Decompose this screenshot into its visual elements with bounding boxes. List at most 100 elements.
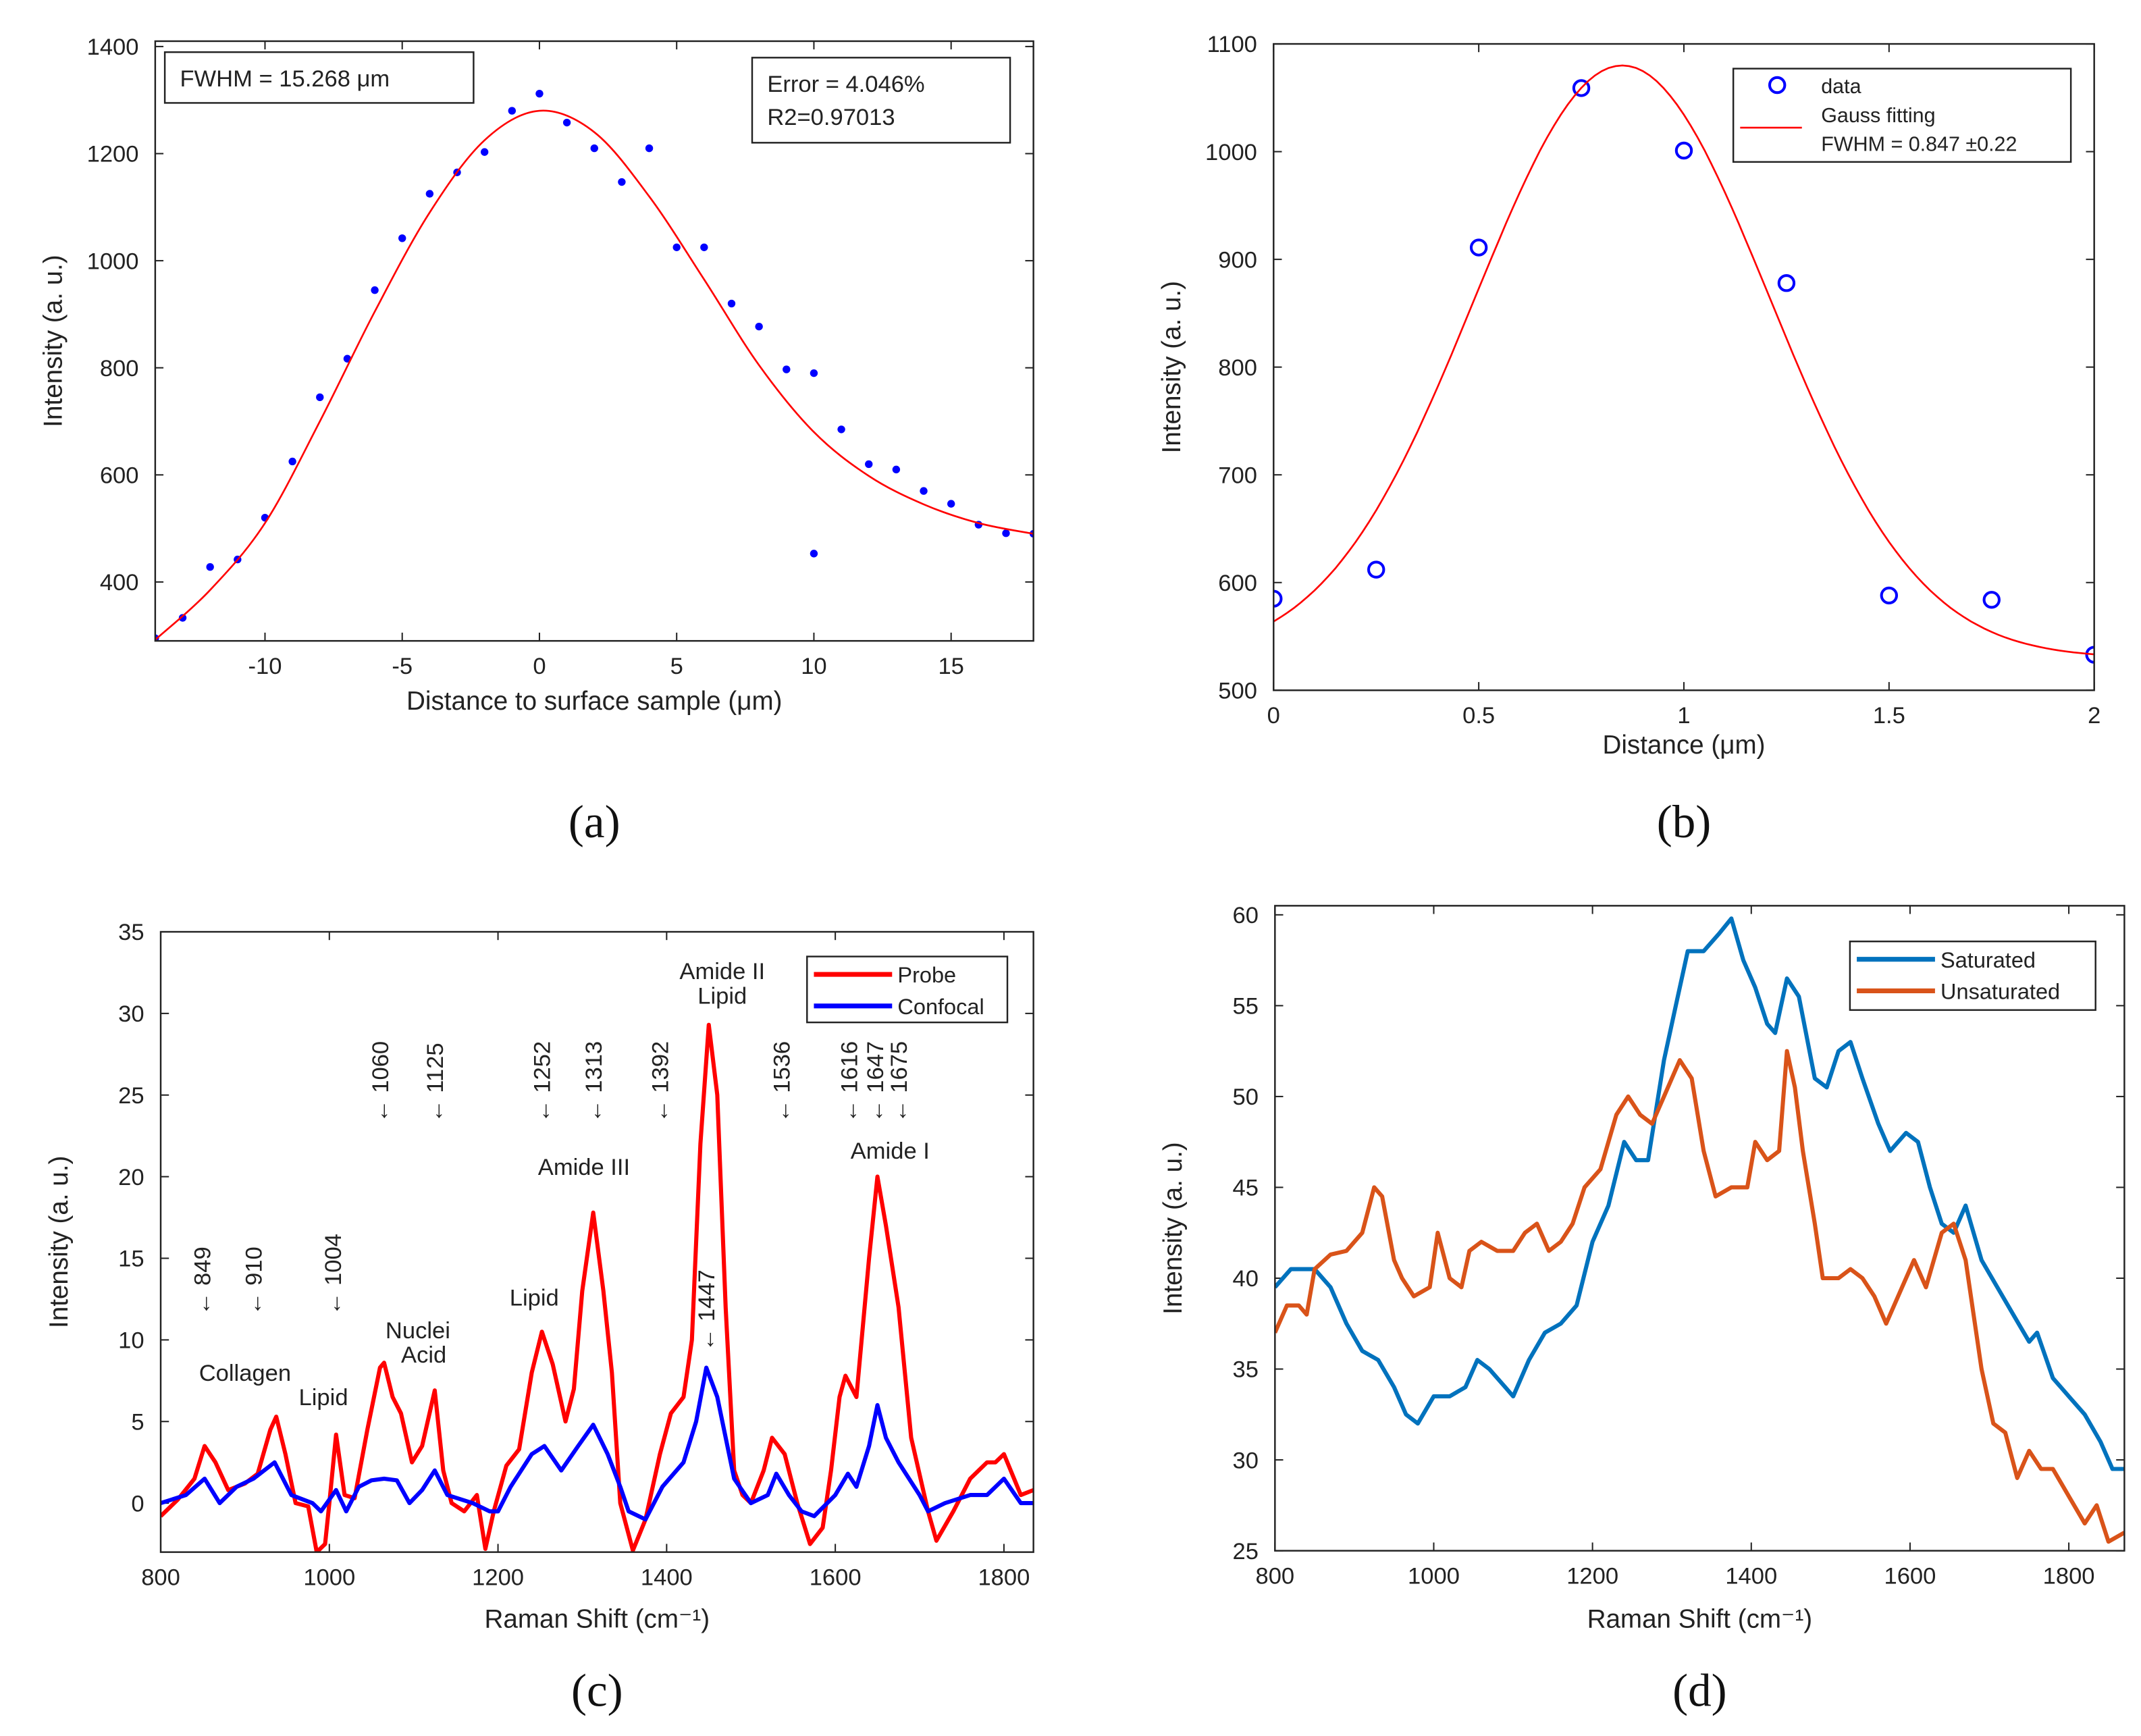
data-point [865, 460, 873, 469]
data-point [1367, 560, 1385, 579]
plot-area [161, 1022, 1034, 1552]
data-point [727, 299, 736, 308]
y-tick-label: 10 [118, 1328, 144, 1354]
band-assignment-label: Nuclei [386, 1318, 450, 1344]
peak-marker-label: ← 910 [242, 1246, 267, 1315]
y-axis-label: Intensity (a. u.) [39, 255, 68, 427]
data-point [1674, 141, 1693, 160]
series-fit-line [155, 109, 1034, 641]
x-axis-label: Distance (μm) [1602, 731, 1765, 760]
legend-label: Probe [897, 963, 956, 987]
data-point [425, 190, 434, 198]
legend-label: data [1821, 75, 1861, 98]
data-point [1273, 589, 1283, 608]
y-tick-label: 1000 [87, 248, 139, 274]
data-point [645, 144, 654, 153]
legend-label: Gauss fitting [1821, 104, 1935, 127]
peak-marker-label: ← 1252 [530, 1041, 556, 1123]
x-tick-label: 2 [2088, 703, 2100, 729]
data-point [2085, 646, 2094, 664]
y-tick-label: 400 [100, 570, 139, 596]
panel-a: -10 -5 0 5 10 15 400 600 800 1000 1200 1400 Distance… [39, 34, 1034, 847]
legend-label: Saturated [1940, 948, 2036, 972]
legend-label: Confocal [897, 995, 984, 1019]
band-assignment-label: Lipid [697, 983, 747, 1009]
x-tick-label: 1800 [2043, 1563, 2095, 1589]
panel-c: 800 1000 1200 1400 1600 1800 0 5 10 15 20 25 30 35 Ram… [45, 920, 1034, 1716]
y-tick-label: 500 [1218, 678, 1257, 704]
x-tick-label: -10 [248, 654, 282, 679]
band-assignment-label: Amide II [679, 959, 765, 984]
data-point [178, 614, 187, 622]
band-assignment-label: Amide III [538, 1155, 630, 1180]
y-tick-label: 1400 [87, 34, 139, 60]
peak-marker-label: ← 1675 [887, 1041, 912, 1123]
data-point [672, 243, 681, 251]
data-point [371, 286, 379, 294]
y-tick-label: 30 [118, 1001, 144, 1027]
data-point [837, 425, 845, 433]
x-tick-label: 5 [670, 654, 683, 679]
data-point [755, 322, 763, 331]
data-point [206, 563, 214, 571]
peak-marker-label: ← 1125 [423, 1043, 448, 1122]
legend-label: Unsaturated [1940, 980, 2060, 1004]
x-tick-label: 0 [533, 654, 546, 679]
y-axis-label: Intensity (a. u.) [1157, 281, 1186, 453]
y-tick-label: 40 [1233, 1266, 1259, 1292]
x-tick-label: 1400 [1725, 1563, 1777, 1589]
data-point [783, 365, 791, 373]
y-tick-label: 20 [118, 1165, 144, 1190]
x-tick-label: 1800 [978, 1564, 1030, 1590]
y-tick-label: 5 [131, 1409, 144, 1435]
x-axis-label: Distance to surface sample (μm) [406, 687, 783, 716]
band-assignment-label: Collagen [199, 1361, 291, 1386]
y-tick-label: 55 [1233, 994, 1259, 1020]
data-point [1880, 586, 1899, 605]
data-point [590, 144, 598, 153]
y-tick-label: 700 [1218, 463, 1257, 488]
series-probe-line [161, 1022, 1034, 1552]
band-assignment-label: Acid [401, 1342, 446, 1368]
annotation-text: Error = 4.046% [767, 72, 924, 97]
band-assignment-label: Amide I [851, 1138, 930, 1164]
x-tick-label: 1600 [1884, 1563, 1936, 1589]
y-tick-label: 35 [118, 920, 144, 945]
peak-marker-label: ← 1392 [648, 1041, 674, 1123]
y-tick-label: 25 [1233, 1539, 1259, 1564]
data-point [508, 107, 516, 115]
panel-label: (d) [1672, 1664, 1727, 1716]
data-point [618, 178, 626, 186]
gauss-fit-line [1273, 64, 2094, 656]
data-point [1469, 238, 1488, 257]
panel-label: (b) [1657, 795, 1712, 847]
y-tick-label: 15 [118, 1246, 144, 1272]
plot-area [1275, 916, 2125, 1544]
peak-marker-label: ← 1447 [694, 1269, 720, 1351]
panel-b: 0 0.5 1 1.5 2 500 600 700 800 900 1000 1100 Distance… [1157, 32, 2100, 847]
x-tick-label: 0.5 [1462, 703, 1495, 729]
data-point [480, 148, 489, 156]
x-tick-label: 1200 [1566, 1563, 1618, 1589]
data-point [700, 243, 708, 251]
data-point [562, 118, 571, 127]
data-point [288, 457, 296, 466]
data-point [398, 234, 406, 242]
x-tick-label: 800 [141, 1564, 180, 1590]
axes-frame [154, 40, 1034, 642]
data-point [1572, 79, 1591, 97]
legend-marker-data [1768, 76, 1787, 95]
axes-frame [1274, 905, 2125, 1552]
y-tick-label: 900 [1218, 247, 1257, 273]
y-axis-label: Intensity (a. u.) [45, 1156, 74, 1328]
legend: Probe Confocal [806, 955, 1009, 1024]
data-point [892, 465, 901, 474]
x-tick-label: 0 [1267, 703, 1280, 729]
x-tick-label: 1000 [1408, 1563, 1460, 1589]
y-tick-label: 30 [1233, 1448, 1259, 1473]
peak-marker-label: ← 1616 [837, 1041, 862, 1123]
x-tick-label: 1200 [472, 1564, 524, 1590]
axes-frame [159, 930, 1034, 1553]
y-tick-label: 1100 [1207, 32, 1257, 57]
x-axis-label: Raman Shift (cm⁻¹) [485, 1604, 710, 1633]
